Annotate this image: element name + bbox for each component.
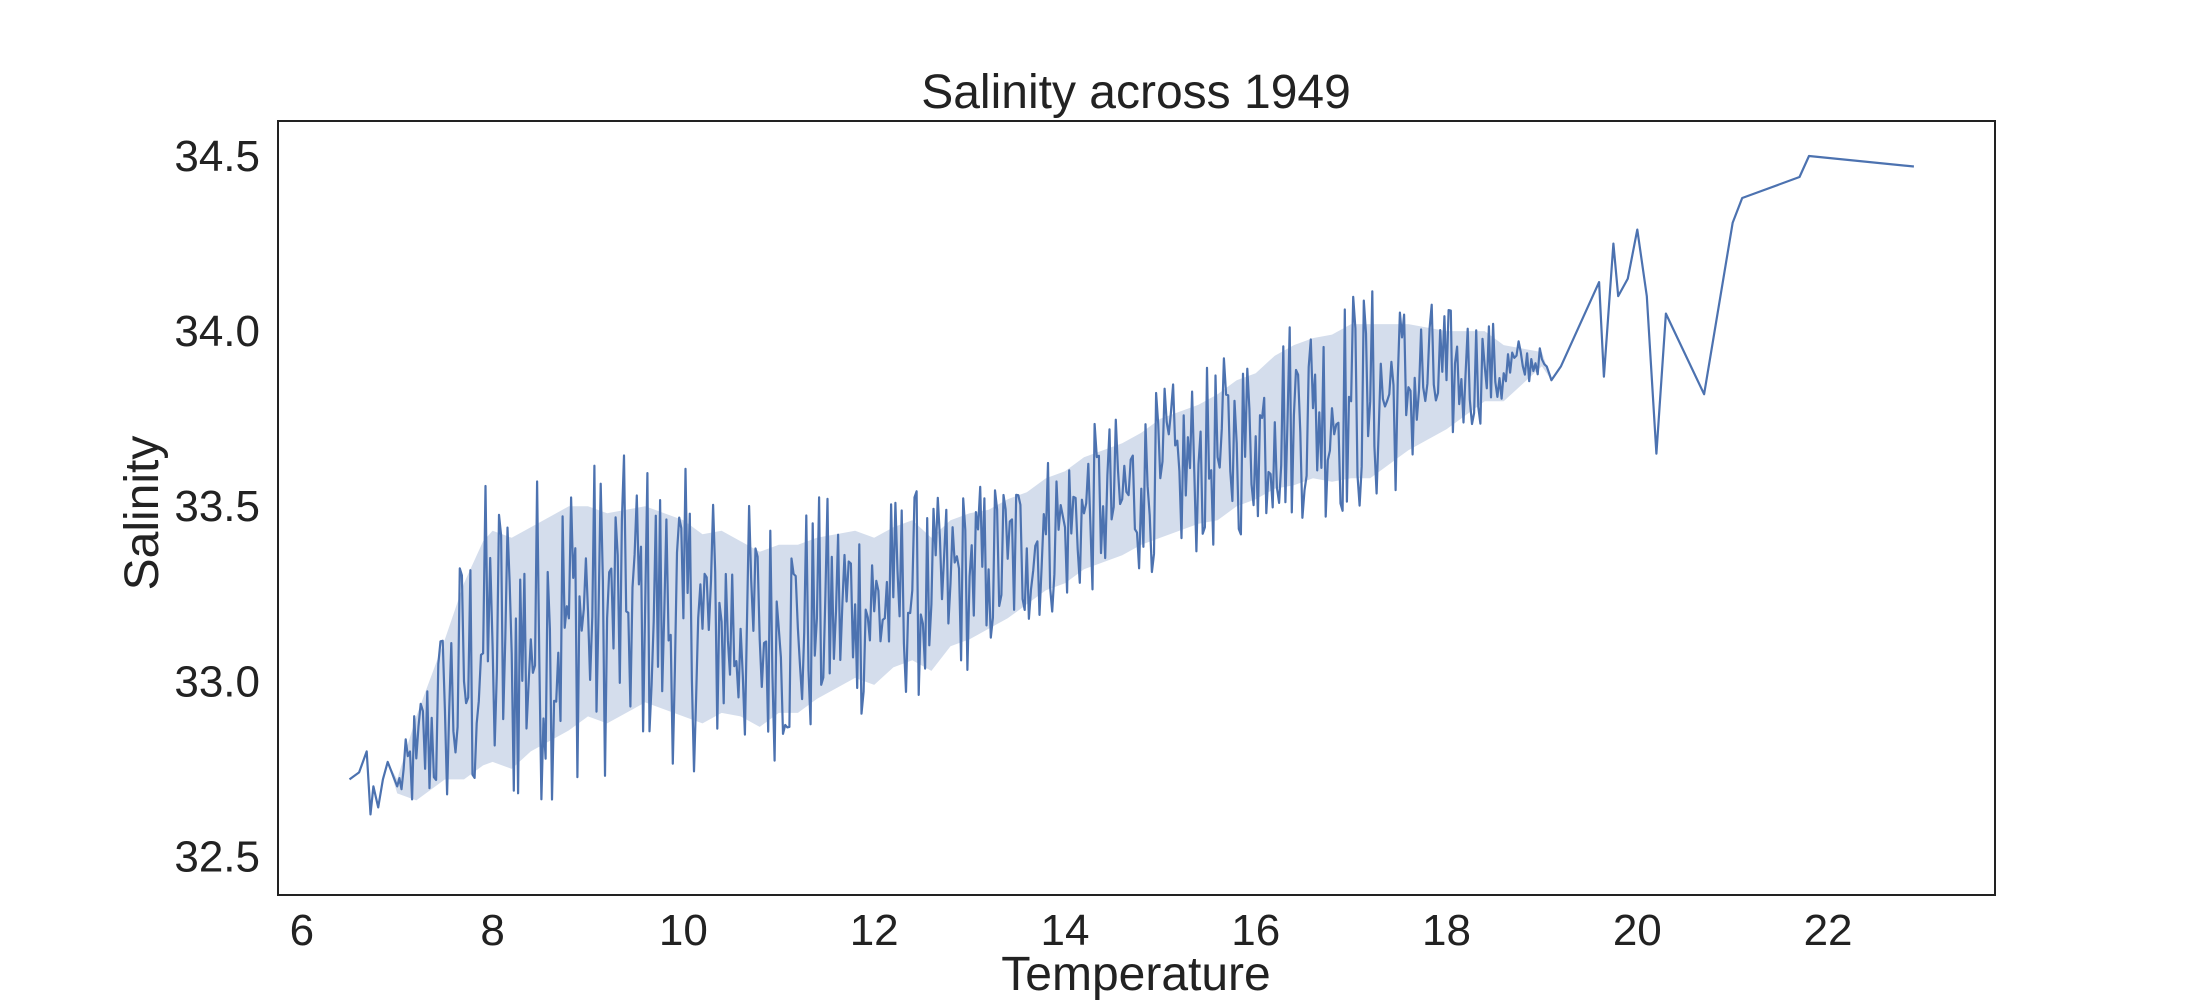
x-tick-label: 22	[1804, 906, 1853, 955]
x-tick-label: 12	[850, 906, 899, 955]
x-axis-label: Temperature	[1001, 948, 1270, 1000]
x-tick-label: 10	[659, 906, 708, 955]
x-tick-label: 20	[1613, 906, 1662, 955]
x-tick-label: 18	[1422, 906, 1471, 955]
chart-title: Salinity across 1949	[921, 66, 1351, 119]
y-tick-label: 34.0	[174, 307, 260, 356]
salinity-line	[348, 154, 1915, 816]
y-tick-label: 33.5	[174, 482, 260, 531]
tick-label-layer: 6 8 10 12 14 16 18 20 22 32.5 33.0 33.5 34.0 34.5	[174, 132, 1852, 955]
x-tick-label: 14	[1040, 906, 1089, 955]
x-tick-label: 8	[480, 906, 504, 955]
confidence-band-layer	[349, 156, 1914, 815]
plot-frame	[277, 120, 1996, 896]
y-tick-label: 33.0	[174, 657, 260, 706]
line-layer	[348, 154, 1915, 816]
y-tick-label: 32.5	[174, 832, 260, 881]
x-tick-label: 16	[1231, 906, 1280, 955]
confidence-band	[349, 156, 1914, 815]
x-tick-label: 6	[290, 906, 314, 955]
y-tick-label: 34.5	[174, 132, 260, 181]
y-axis-label: Salinity	[116, 436, 169, 591]
